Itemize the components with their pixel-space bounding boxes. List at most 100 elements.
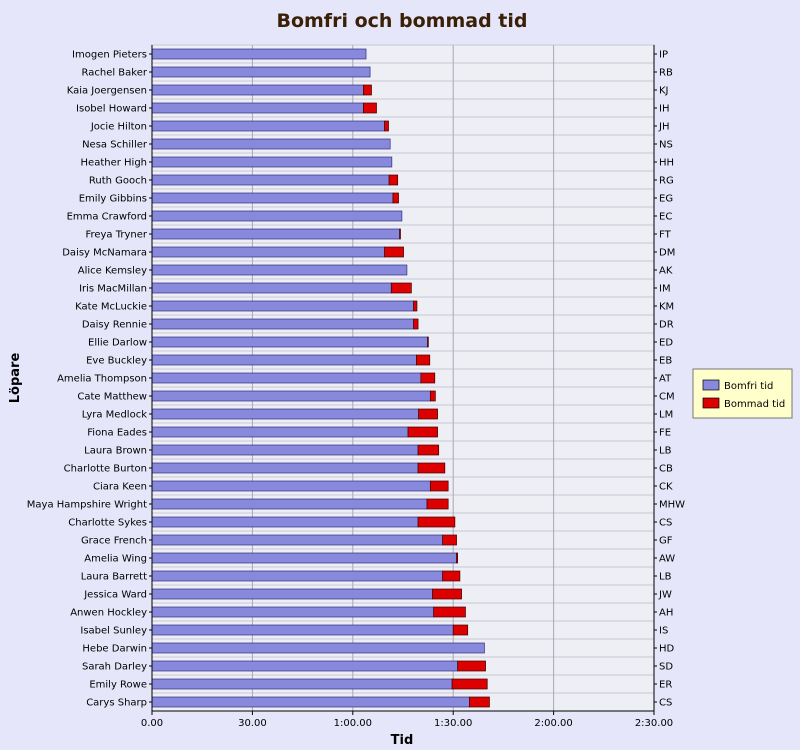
runner-abbr: GF [659, 536, 673, 547]
bar-bommad [418, 408, 438, 420]
runner-abbr: AW [659, 554, 675, 565]
bar-bomfri [151, 102, 364, 114]
runner-abbr: JW [658, 590, 672, 601]
bar-bommad [384, 246, 404, 258]
x-tick-label: 2:30.00 [635, 718, 673, 729]
runner-label: Nesa Schiller [82, 140, 148, 151]
runner-label: Emily Rowe [89, 680, 147, 691]
x-tick-label: 30.00 [238, 718, 267, 729]
runner-label: Isabel Sunley [80, 626, 147, 637]
bar-bomfri [151, 390, 431, 402]
bar-bommad [399, 228, 401, 240]
bar-bommad [417, 516, 456, 528]
runner-label: Kate McLuckie [75, 302, 147, 313]
x-tick-label: 1:00.00 [334, 718, 372, 729]
runner-abbr: ED [659, 338, 673, 349]
runner-abbr: RG [659, 176, 674, 187]
legend-label-bomfri: Bomfri tid [724, 381, 773, 392]
runner-abbr: IS [659, 626, 668, 637]
x-tick-label: 1:30.00 [434, 718, 472, 729]
legend-box [692, 368, 793, 419]
runner-label: Emma Crawford [67, 212, 147, 223]
bar-bomfri [151, 84, 364, 96]
bar-bommad [451, 678, 488, 690]
bar-bommad [426, 498, 449, 510]
runner-label: Hebe Darwin [82, 644, 147, 655]
x-axis-title: Tid [391, 733, 414, 748]
runner-label: Alice Kemsley [78, 266, 147, 277]
bar-bomfri [151, 498, 428, 510]
bar-bomfri [151, 336, 428, 348]
bar-bommad [427, 336, 429, 348]
bar-bomfri [151, 174, 390, 186]
runner-abbr: RB [659, 68, 673, 79]
runner-abbr: NS [659, 140, 673, 151]
y-axis-title: Löpare [8, 353, 23, 404]
runner-label: Carys Sharp [86, 698, 147, 709]
runner-label: Anwen Hockley [70, 608, 147, 619]
bar-bomfri [151, 138, 391, 150]
runner-abbr: IH [659, 104, 669, 115]
runner-label: Lyra Medlock [82, 410, 148, 421]
runner-label: Laura Brown [84, 446, 147, 457]
x-tick-label: 2:00.00 [534, 718, 572, 729]
runner-abbr: MHW [659, 500, 685, 511]
x-tick-label: 0.00 [141, 718, 163, 729]
legend: Bomfri tid Bommad tid [692, 368, 793, 419]
bar-bommad [416, 354, 431, 366]
bar-bommad [469, 696, 490, 708]
bar-bomfri [151, 552, 457, 564]
bar-bommad [407, 426, 438, 438]
bar-bomfri [151, 534, 443, 546]
bar-bomfri [151, 606, 435, 618]
bar-bommad [452, 624, 469, 636]
bar-bomfri [151, 210, 403, 222]
bar-bomfri [151, 408, 419, 420]
bar-bommad [392, 192, 399, 204]
bar-bomfri [151, 300, 414, 312]
legend-swatch-bommad [702, 397, 720, 409]
bar-bomfri [151, 624, 454, 636]
runner-label: Charlotte Sykes [68, 518, 147, 529]
bar-bomfri [151, 372, 422, 384]
runner-abbr: IP [659, 50, 668, 61]
bar-bomfri [151, 264, 408, 276]
runner-abbr: CS [659, 518, 672, 529]
runner-label: Daisy Rennie [82, 320, 147, 331]
runner-abbr: EC [659, 212, 672, 223]
runner-label: Rachel Baker [82, 68, 148, 79]
bar-bommad [363, 84, 372, 96]
runner-label: Eve Buckley [86, 356, 147, 367]
bar-bomfri [151, 426, 409, 438]
bar-bommad [384, 120, 389, 132]
runner-label: Jocie Hilton [90, 122, 147, 133]
runner-label: Amelia Wing [84, 554, 147, 565]
plot-area: 0.00 30.00 1:00.00 1:30.00 2:00.00 2:30.00 Imo… [27, 44, 685, 729]
chart-title: Bomfri och bommad tid [276, 10, 527, 32]
runner-label: Sarah Darley [82, 662, 147, 673]
runner-label: Maya Hampshire Wright [27, 500, 147, 511]
runner-label: Daisy McNamara [62, 248, 147, 259]
runner-label: Iris MacMillan [79, 284, 147, 295]
runner-abbr: AK [659, 266, 673, 277]
bar-bommad [363, 102, 377, 114]
runner-abbr: DM [659, 248, 675, 259]
runner-abbr: FE [659, 428, 671, 439]
runner-abbr: EB [659, 356, 672, 367]
bar-bomfri [151, 354, 417, 366]
bar-bomfri [151, 660, 459, 672]
bar-bomfri [151, 66, 371, 78]
runner-abbr: HH [659, 158, 674, 169]
runner-abbr: CK [659, 482, 673, 493]
runner-label: Kaia Joergensen [67, 86, 147, 97]
runner-label: Jessica Ward [83, 590, 147, 601]
bar-bomfri [151, 48, 367, 60]
runner-abbr: CM [659, 392, 675, 403]
bar-bommad [433, 606, 466, 618]
runner-abbr: CB [659, 464, 673, 475]
bar-bomfri [151, 192, 394, 204]
runner-label: Heather High [81, 158, 147, 169]
runner-label: Ellie Darlow [88, 338, 147, 349]
runner-abbr: HD [659, 644, 675, 655]
runner-label: Isobel Howard [76, 104, 147, 115]
